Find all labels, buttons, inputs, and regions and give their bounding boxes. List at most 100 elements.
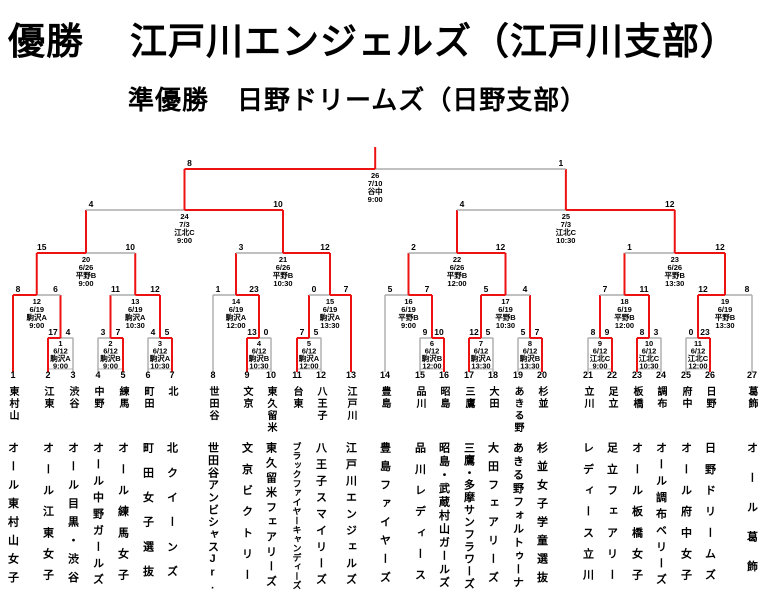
- match-venue: 駒沢B: [248, 353, 270, 363]
- match-venue: 駒沢B: [421, 353, 443, 363]
- match-venue: 江北C: [590, 353, 611, 363]
- match-score-right: 5: [165, 327, 170, 337]
- match-score-left: 8: [640, 327, 645, 337]
- match-time: 13:30: [320, 321, 339, 330]
- team-branch: 東村山: [7, 386, 18, 422]
- match-time: 9:00: [78, 279, 93, 288]
- team-name: 足立フェアリー: [605, 442, 618, 590]
- match-venue: 駒沢B: [99, 353, 121, 363]
- team-branch: 大田: [487, 386, 498, 410]
- team-number: 12: [315, 370, 326, 380]
- match-score-right: 7: [425, 284, 430, 294]
- match-score-left: 11: [111, 284, 120, 294]
- match-date: 7/3: [179, 220, 189, 229]
- match-number: 21: [279, 255, 287, 264]
- runnerup-label: 準優勝: [128, 85, 210, 115]
- match-venue: 平野B: [715, 313, 736, 322]
- match-score-left: 8: [591, 327, 596, 337]
- first-round-match-box: [685, 337, 711, 370]
- team-number: 20: [536, 370, 547, 380]
- match-time: 10:30: [126, 321, 145, 330]
- team-name: 豊島ファイヤーズ: [378, 442, 391, 590]
- match-number: 8: [528, 339, 532, 348]
- match-score-left: 4: [89, 199, 94, 209]
- match-time: 9:00: [401, 321, 416, 330]
- match-score-right: 7: [535, 327, 540, 337]
- match-date: 6/12: [593, 347, 608, 356]
- match-score-right: 12: [320, 242, 330, 252]
- match-time: 12:00: [422, 362, 441, 371]
- team-branch: 江戸川: [345, 386, 356, 422]
- match-number: 9: [598, 339, 602, 348]
- team-number: 25: [680, 370, 691, 380]
- match-score-left: 15: [37, 242, 47, 252]
- team-name: 東久留米フェアリーズ: [264, 442, 277, 590]
- match-venue: 駒沢A: [26, 312, 48, 322]
- match-score-left: 2: [411, 242, 416, 252]
- team-number: 14: [379, 370, 390, 380]
- team-name: オール目黒・渋谷: [66, 442, 79, 590]
- match-venue: 駒沢A: [470, 353, 492, 363]
- match-time: 12:00: [615, 321, 634, 330]
- team-branch: 品川: [414, 386, 425, 410]
- match-date: 6/12: [474, 347, 489, 356]
- match-score-right: 4: [523, 284, 528, 294]
- match-date: 6/19: [718, 305, 733, 314]
- match-date: 6/26: [450, 263, 465, 272]
- match-date: 6/26: [276, 263, 291, 272]
- match-score-left: 5: [484, 284, 489, 294]
- match-venue: 平野B: [614, 313, 635, 322]
- team-branch: あきる野: [512, 386, 523, 434]
- team-name: 品川レディース: [413, 442, 426, 590]
- team-number: 27: [746, 370, 757, 380]
- team-number: 26: [704, 370, 715, 380]
- team-name: オール東村山女子: [6, 442, 19, 590]
- team-name: オール中野ガールズ: [91, 442, 104, 590]
- match-time: 13:30: [520, 362, 539, 371]
- match-number: 6: [430, 339, 434, 348]
- team-name: 昭島・武蔵村山ガールズ: [437, 442, 450, 590]
- match-date: 6/26: [79, 263, 94, 272]
- match-number: 10: [645, 339, 653, 348]
- team-name: オール江東女子: [41, 442, 54, 590]
- match-date: 6/12: [53, 347, 68, 356]
- match-venue: 平野B: [273, 271, 294, 280]
- team-number: 15: [414, 370, 425, 380]
- match-score-right: 3: [654, 327, 659, 337]
- team-number: 13: [345, 370, 356, 380]
- match-score-right: 23: [700, 327, 710, 337]
- team-branch: 八王子: [315, 386, 326, 422]
- match-number: 7: [479, 339, 483, 348]
- match-number: 11: [694, 339, 702, 348]
- match-date: 6/12: [642, 347, 657, 356]
- team-name: ブラックファイヤーキャンディーズ: [291, 442, 302, 590]
- team-number: 22: [606, 370, 617, 380]
- team-branch: 東久留米: [265, 386, 276, 434]
- match-number: 17: [501, 297, 509, 306]
- team-number: 3: [70, 370, 76, 380]
- team-branch: 豊島: [379, 386, 390, 410]
- match-score-right: 12: [496, 242, 506, 252]
- match-number: 23: [671, 255, 679, 264]
- match-score-right: 7: [116, 327, 121, 337]
- match-venue: 平野B: [495, 313, 516, 322]
- match-venue: 谷中: [368, 186, 383, 196]
- team-name: レディース立川: [581, 442, 594, 590]
- match-date: 7/10: [368, 179, 383, 188]
- match-score-right: 1: [559, 158, 564, 168]
- match-score-left: 12: [469, 327, 479, 337]
- match-score-right: 4: [66, 327, 71, 337]
- match-time: 10:30: [249, 362, 268, 371]
- first-round-match-box: [47, 337, 74, 370]
- team-number: 17: [463, 370, 474, 380]
- match-score-right: 12: [150, 284, 160, 294]
- match-score-right: 10: [126, 242, 136, 252]
- match-time: 12:00: [299, 362, 318, 371]
- match-score-left: 5: [388, 284, 393, 294]
- team-name: 文京ビクトリー: [240, 442, 253, 590]
- runnerup-team-name: 日野ドリームズ（日野支部）: [237, 85, 588, 115]
- team-number: 23: [631, 370, 642, 380]
- team-name: 世田谷アンビシャスJr.: [206, 442, 219, 593]
- team-branch: 足立: [606, 386, 617, 410]
- team-name: 八王子スマイリーズ: [314, 442, 327, 590]
